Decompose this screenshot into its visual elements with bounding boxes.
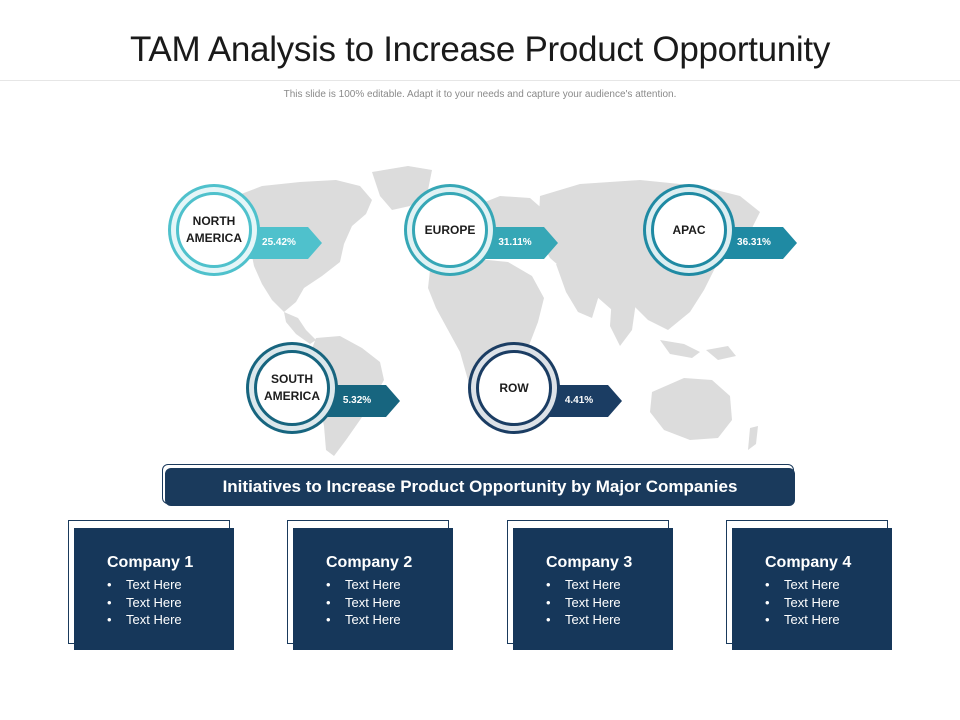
- company-card: Company 2 Text Here Text Here Text Here: [287, 520, 453, 650]
- region-percent: 4.41%: [564, 395, 594, 406]
- list-item: Text Here: [326, 594, 453, 612]
- company-bullets: Text Here Text Here Text Here: [107, 576, 234, 629]
- region-percent: 31.11%: [498, 237, 532, 248]
- region-name: SOUTH AMERICA: [264, 372, 320, 403]
- slide-subtitle: This slide is 100% editable. Adapt it to…: [283, 89, 677, 100]
- region-apac: 36.31% APAC: [643, 184, 797, 276]
- list-item: Text Here: [107, 576, 234, 594]
- title-divider: [0, 80, 960, 81]
- company-name: Company 1: [107, 554, 194, 571]
- slide-title: TAM Analysis to Increase Product Opportu…: [129, 30, 831, 69]
- list-item: Text Here: [326, 576, 453, 594]
- list-item: Text Here: [107, 611, 234, 629]
- company-name: Company 3: [546, 554, 633, 571]
- company-bullets: Text Here Text Here Text Here: [546, 576, 673, 629]
- region-name: APAC: [672, 222, 706, 237]
- company-bullets: Text Here Text Here Text Here: [765, 576, 892, 629]
- company-name: Company 2: [326, 554, 413, 571]
- company-card: Company 4 Text Here Text Here Text Here: [726, 520, 892, 650]
- company-card: Company 3 Text Here Text Here Text Here: [507, 520, 673, 650]
- region-percent: 36.31%: [737, 237, 771, 248]
- company-name: Company 4: [765, 554, 852, 571]
- list-item: Text Here: [765, 611, 892, 629]
- region-percent: 5.32%: [342, 395, 372, 406]
- list-item: Text Here: [107, 594, 234, 612]
- region-europe: 31.11% EUROPE: [404, 184, 558, 276]
- region-row: 4.41% ROW: [468, 342, 622, 434]
- list-item: Text Here: [546, 611, 673, 629]
- region-name: EUROPE: [424, 222, 476, 237]
- list-item: Text Here: [326, 611, 453, 629]
- company-bullets: Text Here Text Here Text Here: [326, 576, 453, 629]
- list-item: Text Here: [765, 576, 892, 594]
- list-item: Text Here: [546, 594, 673, 612]
- initiatives-banner: Initiatives to Increase Product Opportun…: [165, 468, 795, 506]
- list-item: Text Here: [546, 576, 673, 594]
- list-item: Text Here: [765, 594, 892, 612]
- region-south-america: 5.32% SOUTH AMERICA: [246, 342, 400, 434]
- region-percent: 25.42%: [262, 237, 296, 248]
- region-north-america: 25.42% NORTH AMERICA: [168, 184, 322, 276]
- region-name: ROW: [499, 380, 529, 395]
- region-name: NORTH AMERICA: [186, 214, 242, 245]
- company-card: Company 1 Text Here Text Here Text Here: [68, 520, 234, 650]
